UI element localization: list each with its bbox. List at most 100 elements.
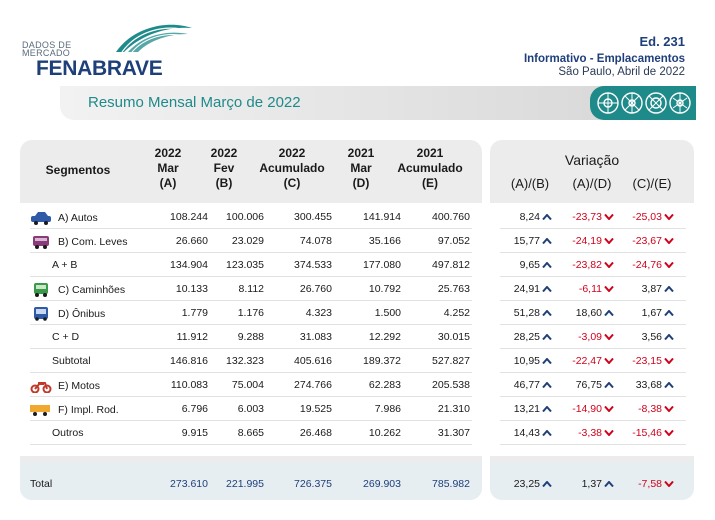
arrow-down-icon [604,214,614,220]
value-cell-c: 26.760 [299,283,332,295]
logo-sub-line2: MERCADO [22,48,71,58]
value-cell-a: 108.244 [170,211,208,223]
motorcycle-icon [30,379,52,394]
table-row: A + B 134.904 123.035 374.533 177.080 497.812… [20,253,694,277]
variation-value: -24,76 [632,259,662,271]
table-row: A) Autos 108.244 100.006 300.455 141.914 400.… [20,205,694,229]
arrow-up-icon [604,382,614,388]
arrow-down-icon [664,214,674,220]
segment-label: A) Autos [58,212,98,224]
arrow-down-icon [604,358,614,364]
variation-cell-2: -23,73 [554,211,614,223]
variation-cell-1: 51,28 [492,307,552,319]
segment-label: B) Com. Leves [58,236,128,248]
header-col-c-year: 2022 [278,146,306,160]
header-segmentos: Segmentos [45,163,111,177]
segment-label: D) Ônibus [58,308,106,320]
variacao-col-ce: (C)/(E) [632,176,672,191]
row-divider [30,348,472,349]
value-cell-d: 35.166 [368,235,401,247]
row-divider [500,348,686,349]
value-cell-d: 1.500 [374,307,401,319]
arrow-down-icon [604,286,614,292]
variacao-col-ad: (A)/(D) [572,176,612,191]
header-col-c-period: Acumulado [259,161,325,175]
variation-value: -22,47 [572,355,602,367]
value-cell-e: 31.307 [437,427,470,439]
row-divider [500,252,686,253]
variation-value: 18,60 [575,307,602,319]
arrow-down-icon [664,481,674,487]
informativo-title: Informativo - Emplacamentos [523,53,685,65]
value-cell-a: 1.779 [181,307,208,319]
variation-cell-1: 9,65 [492,259,552,271]
variation-value: -23,73 [572,211,602,223]
banner-title: Resumo Mensal Março de 2022 [88,94,301,111]
value-cell-e: 97.052 [437,235,470,247]
logo-swoosh-icon [116,24,192,53]
header-col-b-period: Fev [213,161,235,175]
value-cell-c: 26.468 [299,427,332,439]
segment-cell: B) Com. Leves [30,235,127,249]
table-row: E) Motos 110.083 75.004 274.766 62.283 205.53… [20,373,694,397]
segment-cell: A) Autos [30,211,98,225]
header-col-e: 2021 Acumulado (E) [390,146,470,191]
variation-value: 1,67 [641,307,662,319]
row-divider [30,420,472,421]
variation-cell-3: -7,58 [614,478,674,490]
variation-value: -6,11 [578,283,602,295]
segment-label: E) Motos [58,380,101,392]
arrow-down-icon [664,430,674,436]
value-cell-e: 527.827 [432,355,470,367]
value-cell-c: 300.455 [294,211,332,223]
variation-value: -14,90 [572,403,602,415]
segment-label: Outros [52,427,84,439]
variation-cell-3: -15,46 [614,427,674,439]
arrow-up-icon [542,358,552,364]
value-cell-d: 141.914 [363,211,401,223]
value-cell-c: 374.533 [294,259,332,271]
value-cell-c: 31.083 [299,331,332,343]
header-col-b-letter: (B) [215,176,233,190]
variation-value: 10,95 [513,355,540,367]
variation-cell-1: 14,43 [492,427,552,439]
value-cell-b: 8.112 [238,283,265,295]
value-cell-d: 177.080 [363,259,401,271]
value-cell-a: 11.912 [176,331,208,343]
segment-cell: C) Caminhões [30,283,125,297]
value-cell-e: 785.982 [432,478,470,490]
value-cell-b: 8.665 [237,427,264,439]
variation-cell-3: -8,38 [614,403,674,415]
header-col-a: 2022 Mar (A) [128,146,208,191]
variation-cell-2: -24,19 [554,235,614,247]
value-cell-a: 10.133 [175,283,208,295]
variation-value: -24,19 [572,235,602,247]
logo-brand: FENABRAVE [36,57,163,80]
value-cell-a: 6.796 [181,403,208,415]
arrow-up-icon [604,481,614,487]
variation-cell-3: -23,15 [614,355,674,367]
value-cell-c: 274.766 [294,379,332,391]
variation-cell-2: -3,09 [554,331,614,343]
value-cell-c: 4.323 [305,307,332,319]
header-col-c: 2022 Acumulado (C) [252,146,332,191]
value-cell-e: 4.252 [443,307,470,319]
value-cell-c: 19.525 [299,403,332,415]
arrow-up-icon [542,406,552,412]
row-divider [500,372,686,373]
edition-block: Ed. 231 Informativo - Emplacamentos São … [524,34,685,78]
header-col-c-letter: (C) [283,176,301,190]
arrow-up-icon [542,214,552,220]
row-divider [500,324,686,325]
value-cell-c: 74.078 [299,235,332,247]
segment-cell: C + D [52,331,79,343]
variation-cell-2: -14,90 [554,403,614,415]
variation-value: -23,67 [632,235,662,247]
value-cell-a: 134.904 [170,259,208,271]
variation-cell-3: 1,67 [614,307,674,319]
value-cell-c: 726.375 [294,478,332,490]
value-cell-b: 75.004 [231,379,264,391]
header-col-a-period: Mar [157,161,179,175]
value-cell-b: 6.003 [237,403,264,415]
title-banner: Resumo Mensal Março de 2022 [60,86,696,120]
